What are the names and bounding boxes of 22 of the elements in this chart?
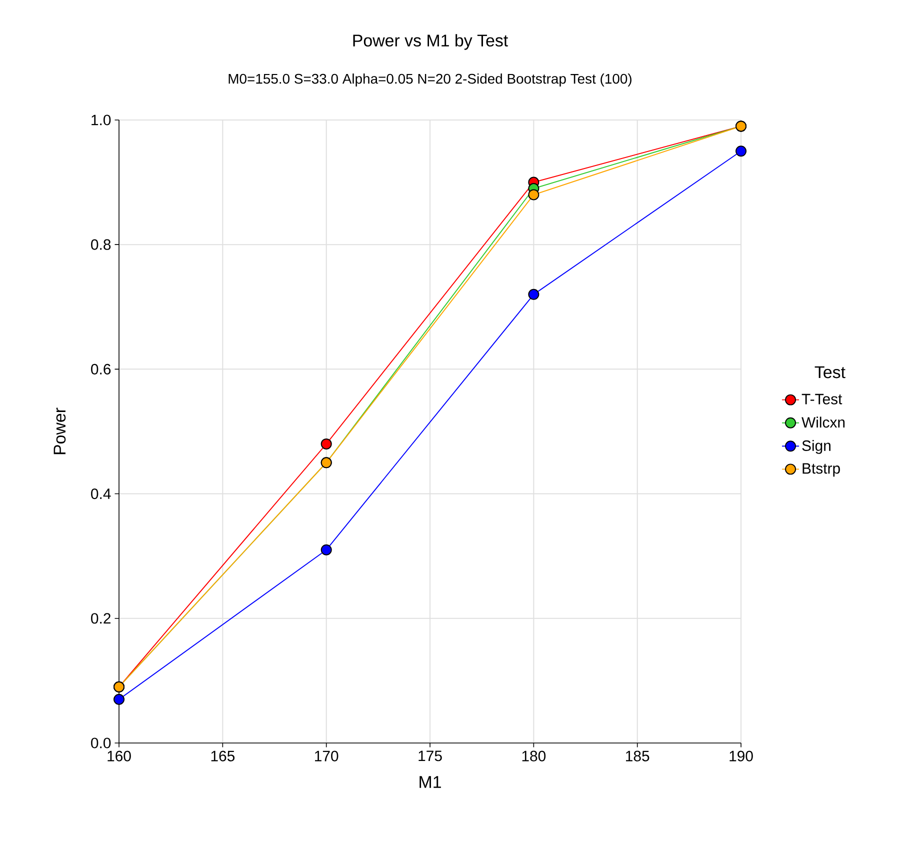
x-tick-label: 185 bbox=[626, 750, 650, 762]
y-tick-label: 0.2 bbox=[91, 613, 110, 624]
y-tick-label: 0.6 bbox=[91, 364, 111, 374]
legend-title: Test bbox=[814, 366, 846, 378]
x-tick-label: 180 bbox=[522, 750, 546, 762]
y-tick-label: 0.0 bbox=[91, 738, 111, 748]
x-tick-label: 165 bbox=[211, 750, 235, 762]
legend-label: T-Test bbox=[802, 394, 842, 404]
x-tick-label: 190 bbox=[730, 750, 753, 762]
chart-subtitle: M0=155.0 S=33.0 Alpha=0.05 N=20 2-Sided Bootstrap Test (100) bbox=[228, 73, 632, 86]
x-tick-label: 170 bbox=[315, 750, 338, 762]
y-tick-label: 0.8 bbox=[91, 239, 111, 250]
x-axis-title: M1 bbox=[420, 776, 441, 788]
y-tick-label: 0.4 bbox=[91, 488, 111, 500]
x-tick-label: 175 bbox=[418, 750, 442, 762]
legend-label: Btstrp bbox=[802, 463, 840, 477]
x-tick-label: 160 bbox=[108, 750, 131, 762]
y-axis-title: Power bbox=[54, 408, 66, 454]
y-tick-label: 1.0 bbox=[92, 114, 111, 126]
chart-title: Power vs M1 by Test bbox=[353, 34, 508, 50]
legend-label: Sign bbox=[802, 440, 830, 454]
legend-label: Wilcxn bbox=[802, 416, 845, 428]
